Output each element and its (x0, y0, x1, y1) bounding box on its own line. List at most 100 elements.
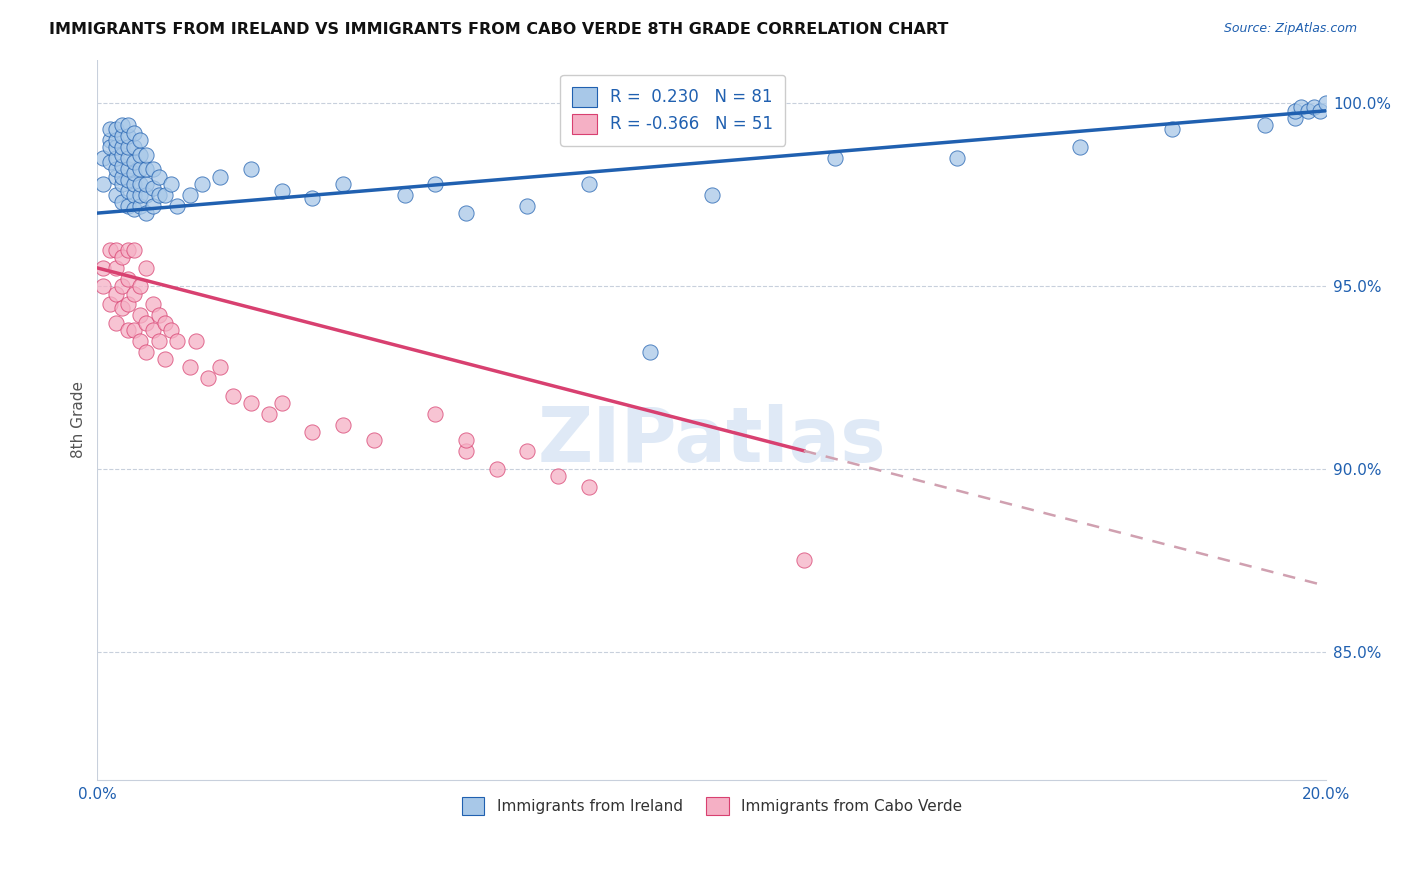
Point (270, 396, 292, 410)
Point (1253, 119, 1275, 133)
Point (122, 323, 145, 337)
Point (135, 177, 157, 191)
Point (1161, 122, 1184, 136)
Point (117, 199, 139, 213)
Point (184, 334, 207, 348)
Point (117, 173, 139, 187)
Point (129, 334, 152, 348)
Point (111, 159, 134, 173)
Point (117, 129, 139, 144)
Point (1296, 103, 1319, 118)
Point (98, 133, 121, 147)
Point (104, 122, 127, 136)
Point (209, 359, 232, 374)
Point (239, 396, 262, 410)
Point (111, 195, 134, 210)
Point (454, 443, 477, 458)
Point (160, 177, 183, 191)
Point (301, 425, 323, 440)
Point (122, 140, 145, 154)
Point (332, 418, 354, 433)
Point (394, 187, 416, 202)
Point (142, 297, 165, 311)
Point (166, 334, 188, 348)
Text: ZIPatlas: ZIPatlas (537, 404, 886, 478)
Point (485, 462, 508, 476)
Point (547, 469, 569, 483)
Point (1069, 140, 1091, 154)
Y-axis label: 8th Grade: 8th Grade (72, 381, 86, 458)
Point (104, 140, 127, 154)
Point (129, 199, 152, 213)
Point (129, 279, 152, 293)
Point (454, 206, 477, 220)
Point (135, 162, 157, 177)
Point (104, 151, 127, 165)
Point (578, 177, 600, 191)
Point (135, 345, 157, 359)
Point (578, 480, 600, 494)
Point (104, 243, 127, 257)
Point (98, 122, 121, 136)
Point (129, 147, 152, 161)
Point (135, 187, 157, 202)
Point (111, 147, 134, 161)
Point (122, 177, 145, 191)
Point (111, 119, 134, 133)
Point (104, 162, 127, 177)
Point (104, 286, 127, 301)
Point (117, 323, 139, 337)
Point (111, 177, 134, 191)
Point (104, 187, 127, 202)
Point (454, 433, 477, 447)
Point (98, 297, 121, 311)
Point (270, 184, 292, 198)
Point (117, 184, 139, 198)
Point (122, 286, 145, 301)
Point (197, 370, 219, 384)
Point (148, 169, 170, 184)
Point (824, 151, 846, 165)
Point (93, 177, 115, 191)
Point (166, 199, 188, 213)
Point (104, 260, 127, 275)
Point (153, 187, 176, 202)
Point (516, 443, 538, 458)
Point (142, 162, 165, 177)
Point (93, 260, 115, 275)
Point (129, 309, 152, 323)
Point (117, 162, 139, 177)
Point (301, 192, 323, 206)
Point (111, 301, 134, 315)
Point (425, 177, 447, 191)
Point (117, 243, 139, 257)
Point (117, 272, 139, 286)
Point (259, 407, 281, 421)
Point (135, 147, 157, 161)
Point (129, 162, 152, 177)
Point (179, 359, 201, 374)
Legend: Immigrants from Ireland, Immigrants from Cabo Verde: Immigrants from Ireland, Immigrants from… (451, 786, 973, 826)
Point (209, 169, 232, 184)
Point (153, 352, 176, 367)
Point (1309, 103, 1331, 118)
Point (1315, 96, 1337, 111)
Point (98, 155, 121, 169)
Point (160, 323, 183, 337)
Point (122, 166, 145, 180)
Point (104, 316, 127, 330)
Text: IMMIGRANTS FROM IRELAND VS IMMIGRANTS FROM CABO VERDE 8TH GRADE CORRELATION CHAR: IMMIGRANTS FROM IRELAND VS IMMIGRANTS FR… (49, 22, 949, 37)
Point (111, 250, 134, 264)
Point (104, 133, 127, 147)
Point (129, 177, 152, 191)
Point (179, 187, 201, 202)
Point (122, 126, 145, 140)
Point (153, 316, 176, 330)
Point (638, 345, 661, 359)
Point (191, 177, 214, 191)
Point (142, 199, 165, 213)
Point (98, 243, 121, 257)
Point (111, 129, 134, 144)
Point (117, 297, 139, 311)
Text: Source: ZipAtlas.com: Source: ZipAtlas.com (1223, 22, 1357, 36)
